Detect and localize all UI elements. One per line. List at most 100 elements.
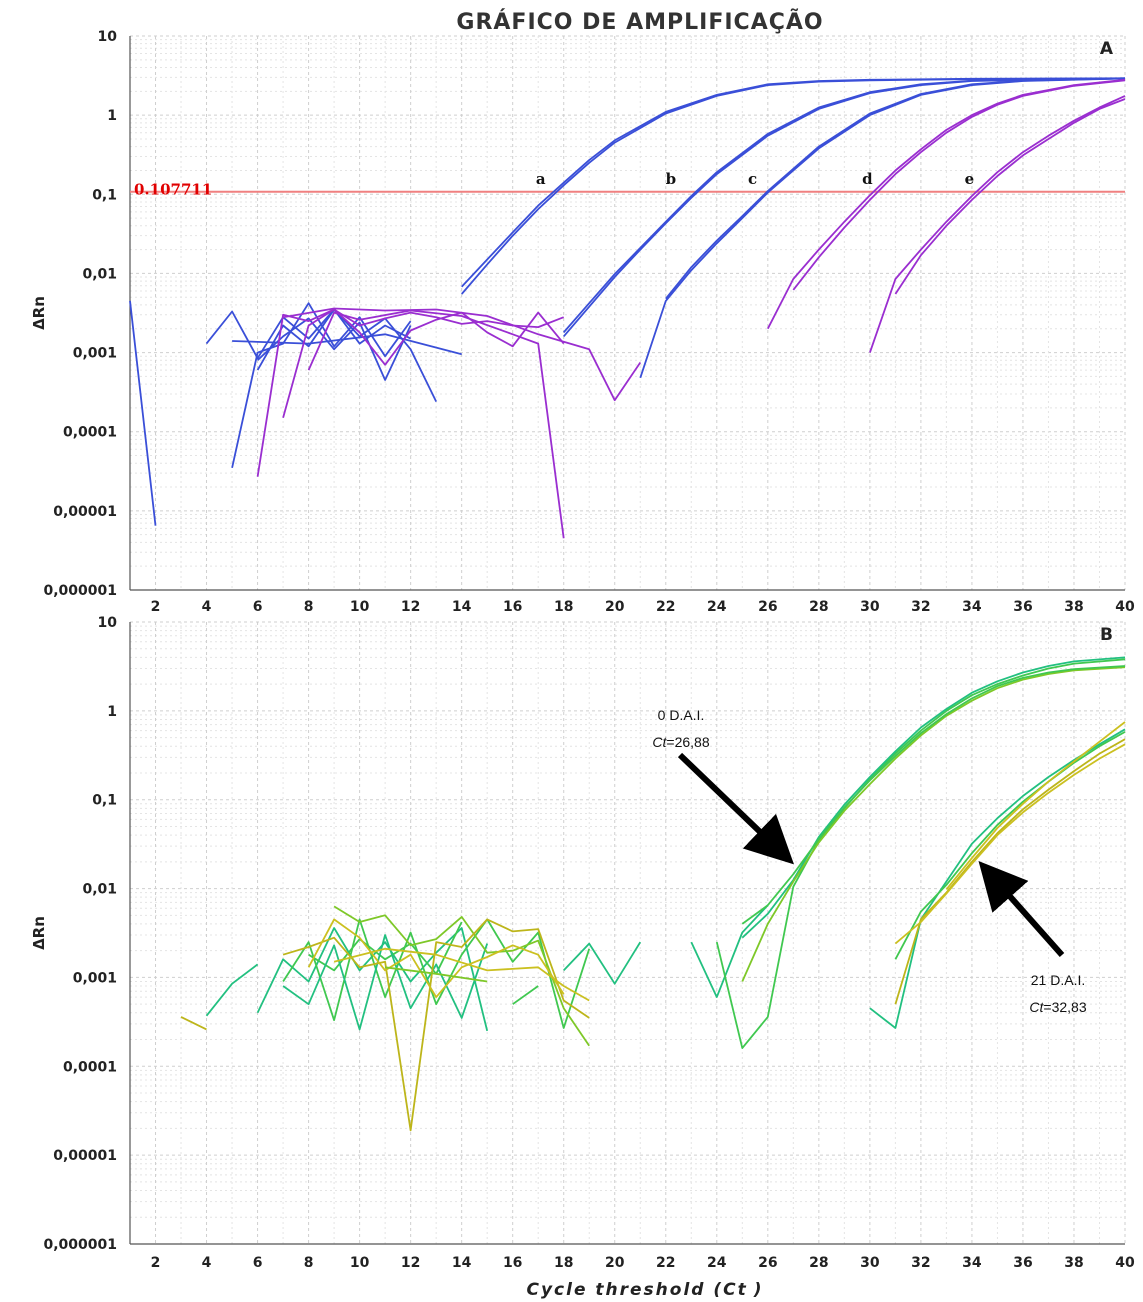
grid (129, 35, 1126, 591)
annotation-0dai-arrow (677, 752, 794, 865)
y-axis-title: ΔRn (30, 916, 48, 950)
series-group (129, 77, 1126, 539)
y-tick-label: 0,00001 (53, 1148, 117, 1164)
panel-letter: A (1100, 39, 1114, 59)
series-line-18 (792, 79, 1126, 291)
annotation-21dai-ct: Ct=32,83 (1029, 999, 1086, 1015)
series-line-11 (639, 77, 1126, 379)
series-line-8 (282, 918, 590, 1132)
series-line-1 (129, 300, 157, 526)
x-tick-label: 12 (401, 1255, 420, 1271)
x-axis-title: Cycle threshold (Ct) (526, 1280, 763, 1300)
x-axis-title-ct: Ct (723, 1280, 748, 1300)
curve-label: a (536, 170, 546, 188)
annotation-0dai-ct: Ct=26,88 (652, 734, 709, 750)
x-tick-label: 4 (202, 1255, 212, 1271)
annotation-21dai-arrow (978, 860, 1065, 957)
x-tick-label: 2 (151, 599, 161, 615)
x-tick-label: 18 (554, 599, 573, 615)
x-tick-label: 36 (1013, 599, 1032, 615)
series-line-16 (741, 656, 1126, 939)
x-tick-label: 30 (860, 599, 880, 615)
series-line-4 (282, 918, 591, 1029)
series-line-15 (715, 658, 1126, 1049)
y-tick-label: 0,001 (73, 346, 117, 362)
x-tick-label: 36 (1013, 1255, 1032, 1271)
series-line-8 (461, 77, 1126, 288)
x-tick-label: 22 (656, 1255, 675, 1271)
x-tick-label: 28 (809, 1255, 828, 1271)
y-axis-title: ΔRn (30, 296, 48, 330)
x-axis-title-main: Cycle threshold ( (526, 1280, 723, 1300)
x-tick-label: 12 (401, 599, 420, 615)
series-line-5 (256, 317, 412, 381)
series-line-10 (563, 77, 1126, 333)
series-line-12 (665, 77, 1126, 300)
y-tick-label: 1 (107, 108, 117, 124)
series-line-18 (741, 665, 1126, 925)
x-tick-label: 28 (809, 599, 828, 615)
x-tick-label: 10 (350, 599, 370, 615)
x-tick-label: 40 (1115, 599, 1135, 615)
y-tick-label: 0,0001 (63, 1059, 117, 1075)
panel-letter: B (1100, 625, 1113, 645)
x-tick-label: 32 (911, 599, 930, 615)
series-line-20 (894, 98, 1126, 295)
x-tick-label: 16 (503, 599, 522, 615)
series-line-15 (307, 309, 565, 539)
x-tick-label: 4 (202, 599, 212, 615)
series-line-7 (333, 905, 590, 1047)
series-line-17 (766, 78, 1126, 330)
grid (129, 621, 1126, 1245)
x-tick-label: 24 (707, 599, 727, 615)
x-tick-label: 8 (304, 1255, 314, 1271)
curve-label: d (862, 170, 873, 188)
x-tick-label: 30 (860, 1255, 880, 1271)
x-tick-label: 34 (962, 1255, 982, 1271)
y-tick-label: 0,000001 (43, 583, 117, 599)
x-tick-label: 6 (253, 599, 263, 615)
x-tick-label: 8 (304, 599, 314, 615)
x-tick-label: 34 (962, 599, 982, 615)
series-line-9 (307, 918, 565, 998)
series-line-2 (205, 963, 259, 1017)
y-tick-label: 0,001 (73, 970, 117, 986)
curve-label: e (965, 170, 975, 188)
y-tick-label: 0,01 (82, 882, 117, 898)
x-tick-label: 22 (656, 599, 675, 615)
y-tick-label: 1 (107, 704, 117, 720)
series-line-6 (232, 333, 462, 356)
curve-label: c (748, 170, 757, 188)
x-tick-label: 24 (707, 1255, 727, 1271)
series-line-13 (563, 941, 642, 985)
y-tick-label: 0,1 (92, 187, 117, 203)
x-tick-label: 38 (1064, 1255, 1083, 1271)
series-line-4 (256, 308, 438, 402)
series-line-6 (282, 934, 489, 1031)
series-line-14 (690, 904, 769, 998)
x-tick-label: 16 (503, 1255, 522, 1271)
series-line-16 (282, 307, 642, 402)
series-line-11 (384, 966, 488, 983)
y-tick-label: 0,1 (92, 793, 117, 809)
threshold-label: 0.107711 (134, 181, 212, 199)
series-line-22 (894, 743, 1126, 945)
series-line-20 (894, 731, 1126, 960)
chart-title: GRÁFICO DE AMPLIFICAÇÃO (456, 9, 823, 35)
x-tick-label: 14 (452, 599, 472, 615)
series-line-2 (205, 308, 412, 360)
series-line-14 (282, 308, 565, 419)
x-axis-title-close: ) (753, 1280, 764, 1300)
x-tick-label: 40 (1115, 1255, 1135, 1271)
x-tick-label: 10 (350, 1255, 370, 1271)
x-tick-label: 26 (758, 1255, 777, 1271)
series-line-21 (894, 738, 1126, 1005)
x-tick-label: 32 (911, 1255, 930, 1271)
x-tick-label: 6 (253, 1255, 263, 1271)
annotation-0dai-label: 0 D.A.I. (658, 707, 705, 723)
series-line-17 (741, 666, 1126, 982)
series-line-19 (869, 95, 1126, 353)
